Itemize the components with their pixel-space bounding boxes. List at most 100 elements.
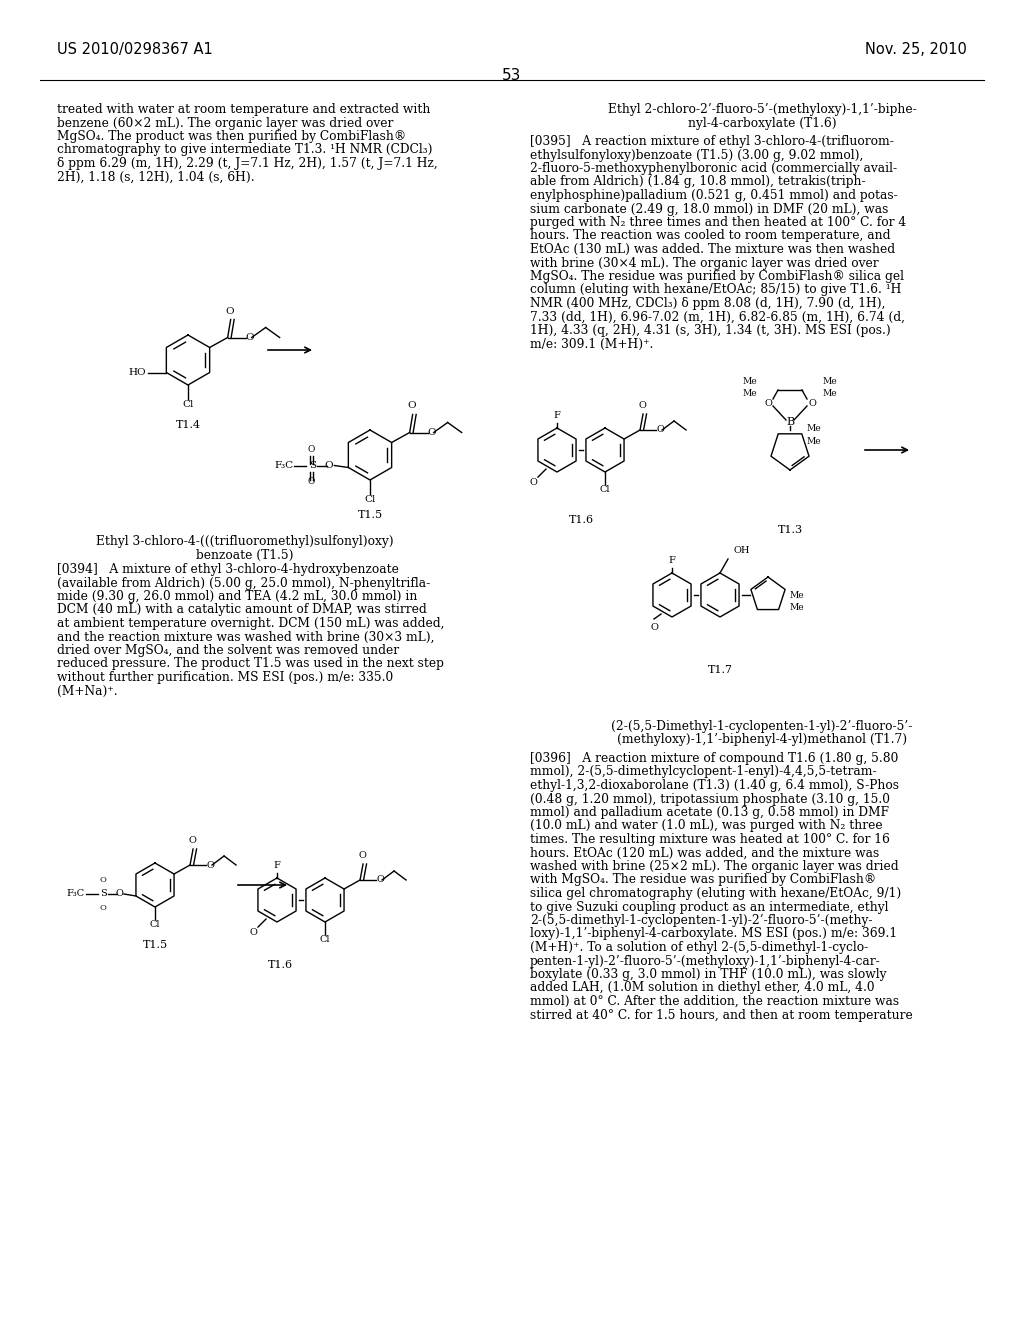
- Text: mmol), 2-(5,5-dimethylcyclopent-1-enyl)-4,4,5,5-tetram-: mmol), 2-(5,5-dimethylcyclopent-1-enyl)-…: [530, 766, 877, 779]
- Text: T1.3: T1.3: [777, 525, 803, 535]
- Text: T1.4: T1.4: [175, 420, 201, 430]
- Text: O: O: [376, 875, 384, 884]
- Text: mmol) and palladium acetate (0.13 g, 0.58 mmol) in DMF: mmol) and palladium acetate (0.13 g, 0.5…: [530, 807, 889, 818]
- Text: Me: Me: [807, 424, 821, 433]
- Text: O: O: [656, 425, 664, 434]
- Text: Nov. 25, 2010: Nov. 25, 2010: [865, 42, 967, 57]
- Text: boxylate (0.33 g, 3.0 mmol) in THF (10.0 mL), was slowly: boxylate (0.33 g, 3.0 mmol) in THF (10.0…: [530, 968, 887, 981]
- Text: O: O: [307, 445, 315, 454]
- Text: F: F: [669, 556, 676, 565]
- Text: F₃C: F₃C: [274, 461, 293, 470]
- Text: OH: OH: [734, 546, 751, 554]
- Text: O: O: [358, 851, 366, 861]
- Text: Me: Me: [822, 378, 838, 387]
- Text: DCM (40 mL) with a catalytic amount of DMAP, was stirred: DCM (40 mL) with a catalytic amount of D…: [57, 603, 427, 616]
- Text: ethylsulfonyloxy)benzoate (T1.5) (3.00 g, 9.02 mmol),: ethylsulfonyloxy)benzoate (T1.5) (3.00 g…: [530, 149, 863, 161]
- Text: [0394]   A mixture of ethyl 3-chloro-4-hydroxybenzoate: [0394] A mixture of ethyl 3-chloro-4-hyd…: [57, 564, 399, 576]
- Text: (M+H)⁺. To a solution of ethyl 2-(5,5-dimethyl-1-cyclo-: (M+H)⁺. To a solution of ethyl 2-(5,5-di…: [530, 941, 868, 954]
- Text: S: S: [100, 890, 106, 899]
- Text: times. The resulting mixture was heated at 100° C. for 16: times. The resulting mixture was heated …: [530, 833, 890, 846]
- Text: T1.5: T1.5: [142, 940, 168, 950]
- Text: 2H), 1.18 (s, 12H), 1.04 (s, 6H).: 2H), 1.18 (s, 12H), 1.04 (s, 6H).: [57, 170, 255, 183]
- Text: hours. EtOAc (120 mL) was added, and the mixture was: hours. EtOAc (120 mL) was added, and the…: [530, 846, 880, 859]
- Text: Cl: Cl: [600, 484, 610, 494]
- Text: T1.6: T1.6: [568, 515, 594, 525]
- Text: purged with N₂ three times and then heated at 100° C. for 4: purged with N₂ three times and then heat…: [530, 216, 906, 228]
- Text: O: O: [650, 623, 658, 632]
- Text: T1.6: T1.6: [267, 960, 293, 970]
- Text: O: O: [307, 478, 315, 487]
- Text: dried over MgSO₄, and the solvent was removed under: dried over MgSO₄, and the solvent was re…: [57, 644, 399, 657]
- Text: reduced pressure. The product T1.5 was used in the next step: reduced pressure. The product T1.5 was u…: [57, 657, 443, 671]
- Text: at ambient temperature overnight. DCM (150 mL) was added,: at ambient temperature overnight. DCM (1…: [57, 616, 444, 630]
- Text: 7.33 (dd, 1H), 6.96-7.02 (m, 1H), 6.82-6.85 (m, 1H), 6.74 (d,: 7.33 (dd, 1H), 6.96-7.02 (m, 1H), 6.82-6…: [530, 310, 905, 323]
- Text: ethyl-1,3,2-dioxaborolane (T1.3) (1.40 g, 6.4 mmol), S-Phos: ethyl-1,3,2-dioxaborolane (T1.3) (1.40 g…: [530, 779, 899, 792]
- Text: 2-(5,5-dimethyl-1-cyclopenten-1-yl)-2’-fluoro-5’-(methy-: 2-(5,5-dimethyl-1-cyclopenten-1-yl)-2’-f…: [530, 913, 872, 927]
- Text: able from Aldrich) (1.84 g, 10.8 mmol), tetrakis(triph-: able from Aldrich) (1.84 g, 10.8 mmol), …: [530, 176, 865, 189]
- Text: HO: HO: [129, 368, 146, 378]
- Text: Me: Me: [790, 590, 805, 599]
- Text: added LAH, (1.0M solution in diethyl ether, 4.0 mL, 4.0: added LAH, (1.0M solution in diethyl eth…: [530, 982, 874, 994]
- Text: Me: Me: [807, 437, 821, 446]
- Text: column (eluting with hexane/EtOAc; 85/15) to give T1.6. ¹H: column (eluting with hexane/EtOAc; 85/15…: [530, 284, 901, 297]
- Text: T1.5: T1.5: [357, 510, 383, 520]
- Text: B: B: [786, 417, 794, 426]
- Text: NMR (400 MHz, CDCl₃) δ ppm 8.08 (d, 1H), 7.90 (d, 1H),: NMR (400 MHz, CDCl₃) δ ppm 8.08 (d, 1H),…: [530, 297, 886, 310]
- Text: [0396]   A reaction mixture of compound T1.6 (1.80 g, 5.80: [0396] A reaction mixture of compound T1…: [530, 752, 898, 766]
- Text: mmol) at 0° C. After the addition, the reaction mixture was: mmol) at 0° C. After the addition, the r…: [530, 995, 899, 1008]
- Text: hours. The reaction was cooled to room temperature, and: hours. The reaction was cooled to room t…: [530, 230, 891, 243]
- Text: δ ppm 6.29 (m, 1H), 2.29 (t, J=7.1 Hz, 2H), 1.57 (t, J=7.1 Hz,: δ ppm 6.29 (m, 1H), 2.29 (t, J=7.1 Hz, 2…: [57, 157, 437, 170]
- Text: with MgSO₄. The residue was purified by CombiFlash®: with MgSO₄. The residue was purified by …: [530, 874, 877, 887]
- Text: without further purification. MS ESI (pos.) m/e: 335.0: without further purification. MS ESI (po…: [57, 671, 393, 684]
- Text: Me: Me: [742, 378, 758, 387]
- Text: O: O: [529, 478, 537, 487]
- Text: stirred at 40° C. for 1.5 hours, and then at room temperature: stirred at 40° C. for 1.5 hours, and the…: [530, 1008, 912, 1022]
- Text: Ethyl 2-chloro-2’-fluoro-5’-(methyloxy)-1,1’-biphe-: Ethyl 2-chloro-2’-fluoro-5’-(methyloxy)-…: [607, 103, 916, 116]
- Text: O: O: [249, 928, 257, 937]
- Text: Me: Me: [742, 389, 758, 399]
- Text: O: O: [428, 428, 436, 437]
- Text: 53: 53: [503, 69, 521, 83]
- Text: O: O: [764, 400, 772, 408]
- Text: nyl-4-carboxylate (T1.6): nyl-4-carboxylate (T1.6): [688, 116, 837, 129]
- Text: 2-fluoro-5-methoxyphenylboronic acid (commercially avail-: 2-fluoro-5-methoxyphenylboronic acid (co…: [530, 162, 897, 176]
- Text: enylphosphine)palladium (0.521 g, 0.451 mmol) and potas-: enylphosphine)palladium (0.521 g, 0.451 …: [530, 189, 898, 202]
- Text: (2-(5,5-Dimethyl-1-cyclopenten-1-yl)-2’-fluoro-5’-: (2-(5,5-Dimethyl-1-cyclopenten-1-yl)-2’-…: [611, 719, 912, 733]
- Text: O: O: [808, 400, 816, 408]
- Text: Ethyl 3-chloro-4-(((trifluoromethyl)sulfonyl)oxy): Ethyl 3-chloro-4-(((trifluoromethyl)sulf…: [96, 535, 394, 548]
- Text: O: O: [246, 333, 254, 342]
- Text: benzoate (T1.5): benzoate (T1.5): [197, 549, 294, 561]
- Text: treated with water at room temperature and extracted with: treated with water at room temperature a…: [57, 103, 430, 116]
- Text: [0395]   A reaction mixture of ethyl 3-chloro-4-(trifluorom-: [0395] A reaction mixture of ethyl 3-chl…: [530, 135, 894, 148]
- Text: O: O: [206, 861, 214, 870]
- Text: (10.0 mL) and water (1.0 mL), was purged with N₂ three: (10.0 mL) and water (1.0 mL), was purged…: [530, 820, 883, 833]
- Text: 1H), 4.33 (q, 2H), 4.31 (s, 3H), 1.34 (t, 3H). MS ESI (pos.): 1H), 4.33 (q, 2H), 4.31 (s, 3H), 1.34 (t…: [530, 323, 891, 337]
- Text: to give Suzuki coupling product as an intermediate, ethyl: to give Suzuki coupling product as an in…: [530, 900, 889, 913]
- Text: chromatography to give intermediate T1.3. ¹H NMR (CDCl₃): chromatography to give intermediate T1.3…: [57, 144, 432, 157]
- Text: silica gel chromatography (eluting with hexane/EtOAc, 9/1): silica gel chromatography (eluting with …: [530, 887, 901, 900]
- Text: O: O: [325, 461, 334, 470]
- Text: Cl: Cl: [319, 935, 331, 944]
- Text: loxy)-1,1’-biphenyl-4-carboxylate. MS ESI (pos.) m/e: 369.1: loxy)-1,1’-biphenyl-4-carboxylate. MS ES…: [530, 928, 897, 940]
- Text: (0.48 g, 1.20 mmol), tripotassium phosphate (3.10 g, 15.0: (0.48 g, 1.20 mmol), tripotassium phosph…: [530, 792, 890, 805]
- Text: m/e: 309.1 (M+H)⁺.: m/e: 309.1 (M+H)⁺.: [530, 338, 653, 351]
- Text: and the reaction mixture was washed with brine (30×3 mL),: and the reaction mixture was washed with…: [57, 631, 434, 644]
- Text: MgSO₄. The residue was purified by CombiFlash® silica gel: MgSO₄. The residue was purified by Combi…: [530, 271, 904, 282]
- Text: S: S: [309, 461, 316, 470]
- Text: Me: Me: [790, 603, 805, 612]
- Text: MgSO₄. The product was then purified by CombiFlash®: MgSO₄. The product was then purified by …: [57, 129, 407, 143]
- Text: Cl: Cl: [182, 400, 194, 409]
- Text: F: F: [273, 861, 281, 870]
- Text: washed with brine (25×2 mL). The organic layer was dried: washed with brine (25×2 mL). The organic…: [530, 861, 899, 873]
- Text: Me: Me: [822, 389, 838, 399]
- Text: F: F: [554, 411, 560, 420]
- Text: US 2010/0298367 A1: US 2010/0298367 A1: [57, 42, 213, 57]
- Text: T1.7: T1.7: [708, 665, 732, 675]
- Text: F₃C: F₃C: [67, 890, 85, 899]
- Text: O: O: [638, 401, 646, 411]
- Text: benzene (60×2 mL). The organic layer was dried over: benzene (60×2 mL). The organic layer was…: [57, 116, 393, 129]
- Text: (methyloxy)-1,1’-biphenyl-4-yl)methanol (T1.7): (methyloxy)-1,1’-biphenyl-4-yl)methanol …: [616, 734, 907, 747]
- Text: O: O: [188, 836, 196, 845]
- Text: O: O: [408, 401, 416, 411]
- Text: penten-1-yl)-2’-fluoro-5’-(methyloxy)-1,1’-biphenyl-4-car-: penten-1-yl)-2’-fluoro-5’-(methyloxy)-1,…: [530, 954, 881, 968]
